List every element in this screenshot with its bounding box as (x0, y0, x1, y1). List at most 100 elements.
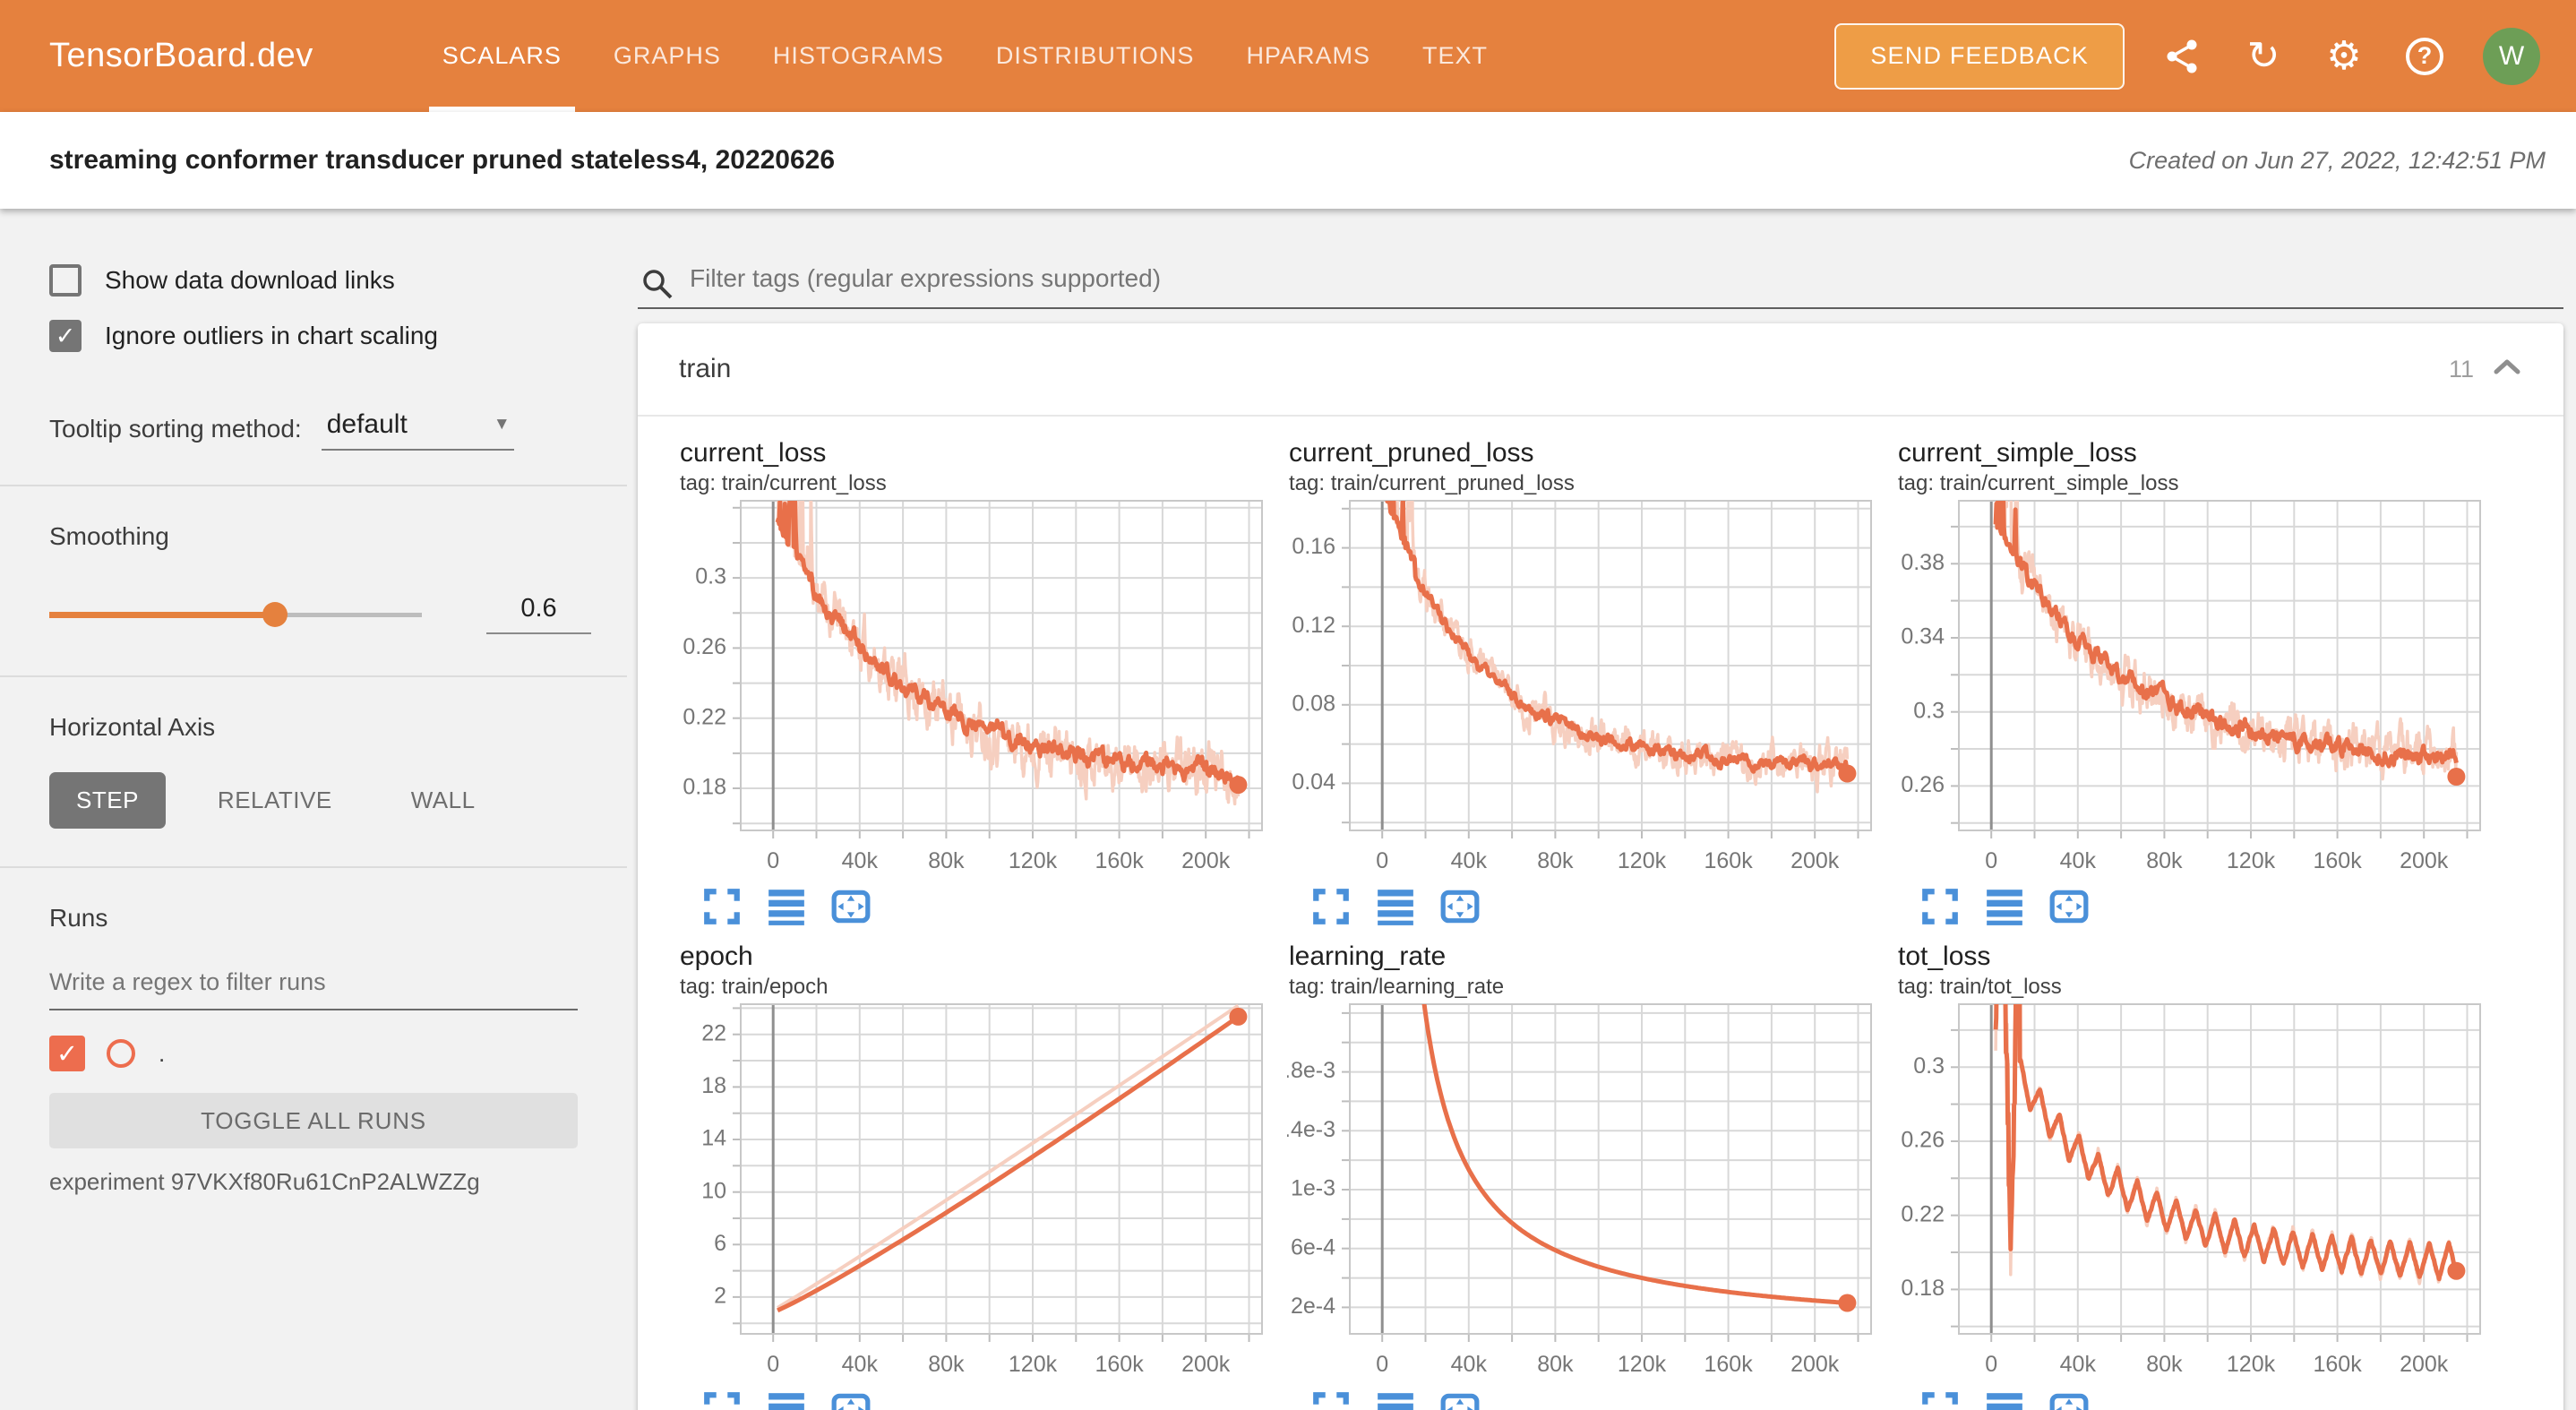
avatar[interactable]: W (2483, 27, 2540, 85)
chart-plot[interactable]: 0.18 0.22 0.26 0.3 0 40k 80k 120k 160k 200k (678, 497, 1269, 878)
chart-plot[interactable]: 2e-4 6e-4 1e-3 1.4e-3 1.8e-3 0 40k 80k 120k 160k 2… (1272, 1001, 1878, 1381)
tooltip-sorting-label: Tooltip sorting method: (49, 415, 302, 443)
chart-title: epoch (680, 941, 753, 971)
svg-text:40k: 40k (2060, 1352, 2097, 1377)
chart-tag: tag: train/current_pruned_loss (1289, 471, 1575, 495)
chart-title: current_loss (680, 438, 827, 468)
chart-plot[interactable]: 0.26 0.3 0.34 0.38 0 40k 80k 120k 160k 200k (1896, 497, 2487, 878)
tooltip-sorting-select[interactable]: default ▼ (321, 409, 514, 451)
svg-text:200k: 200k (1181, 1352, 1231, 1377)
svg-text:80k: 80k (928, 848, 965, 873)
header-actions: SEND FEEDBACK ↻ ⚙ ? W (1834, 22, 2576, 90)
tab-graphs[interactable]: GRAPHS (613, 42, 721, 69)
svg-text:120k: 120k (1618, 848, 1667, 873)
fit-domain-icon[interactable] (1439, 1389, 1481, 1410)
chart-title: current_simple_loss (1898, 438, 2137, 468)
axis-step-button[interactable]: STEP (49, 772, 166, 829)
svg-text:0.16: 0.16 (1292, 534, 1335, 559)
experiment-titlebar: streaming conformer transducer pruned st… (0, 112, 2576, 209)
toggle-all-runs-button[interactable]: TOGGLE ALL RUNS (49, 1093, 578, 1148)
tab-text[interactable]: TEXT (1421, 42, 1488, 69)
help-icon[interactable]: ? (2402, 34, 2447, 79)
fit-domain-icon[interactable] (2048, 886, 2090, 927)
refresh-icon[interactable]: ↻ (2246, 33, 2280, 78)
svg-text:40k: 40k (842, 1352, 879, 1377)
svg-text:1.8e-3: 1.8e-3 (1287, 1058, 1335, 1083)
train-section-header[interactable]: train 11 (638, 323, 2563, 417)
ignore-outliers-checkbox[interactable]: ✓ (49, 320, 82, 352)
flatten-icon[interactable] (766, 1389, 807, 1410)
send-feedback-button[interactable]: SEND FEEDBACK (1834, 22, 2125, 90)
flatten-icon[interactable] (1984, 1389, 2025, 1410)
svg-text:80k: 80k (1537, 1352, 1574, 1377)
chart-tag: tag: train/learning_rate (1289, 975, 1505, 999)
svg-text:120k: 120k (2227, 1352, 2276, 1377)
svg-text:0.18: 0.18 (1901, 1276, 1945, 1301)
svg-text:40k: 40k (1451, 1352, 1488, 1377)
settings-icon[interactable]: ⚙ (2326, 33, 2362, 78)
fit-domain-icon[interactable] (1439, 886, 1481, 927)
axis-relative-button[interactable]: RELATIVE (217, 787, 332, 813)
smoothing-slider[interactable] (49, 601, 423, 627)
svg-text:0: 0 (767, 848, 779, 873)
smoothing-label: Smoothing (49, 522, 169, 550)
tooltip-sorting-row: Tooltip sorting method: default ▼ (49, 409, 591, 451)
smoothing-value-input[interactable]: 0.6 (486, 594, 591, 634)
axis-wall-button[interactable]: WALL (410, 787, 476, 813)
tab-distributions[interactable]: DISTRIBUTIONS (995, 42, 1195, 69)
fit-domain-icon[interactable] (830, 1389, 872, 1410)
experiment-id: experiment 97VKXf80Ru61CnP2ALWZZg (49, 1168, 480, 1195)
app-logo[interactable]: TensorBoard.dev (49, 37, 313, 74)
flatten-icon[interactable] (766, 886, 807, 927)
fullscreen-icon[interactable] (1919, 1389, 1961, 1410)
show-download-links-checkbox[interactable] (49, 264, 82, 297)
svg-text:200k: 200k (2400, 848, 2449, 873)
svg-text:40k: 40k (842, 848, 879, 873)
runs-label: Runs (49, 904, 108, 932)
fullscreen-icon[interactable] (1919, 886, 1961, 927)
sidebar-divider (0, 675, 627, 677)
share-icon[interactable] (2160, 34, 2205, 79)
chart-plot[interactable]: 0.04 0.08 0.12 0.16 0 40k 80k 120k 160k 200k (1287, 497, 1878, 878)
flatten-icon[interactable] (1375, 886, 1416, 927)
run-color-swatch[interactable] (107, 1039, 135, 1068)
tab-hparams[interactable]: HPARAMS (1246, 42, 1370, 69)
svg-text:40k: 40k (1451, 848, 1488, 873)
run-name: . (159, 1039, 166, 1067)
chart-tag: tag: train/tot_loss (1898, 975, 2062, 999)
tag-filter-input[interactable] (690, 264, 2563, 293)
svg-text:18: 18 (701, 1073, 726, 1098)
charts-grid: current_loss tag: train/current_loss 0.18 0… (638, 417, 2563, 1410)
chart-card-current_pruned_loss: current_pruned_loss tag: train/current_pr… (1287, 436, 1896, 927)
collapse-icon[interactable] (2492, 357, 2522, 383)
svg-text:0.22: 0.22 (1901, 1201, 1945, 1226)
chart-toolbar (1896, 886, 2505, 927)
run-checkbox[interactable]: ✓ (49, 1036, 85, 1071)
chart-toolbar (678, 1389, 1287, 1410)
fullscreen-icon[interactable] (701, 1389, 743, 1410)
chart-plot[interactable]: 0.18 0.22 0.26 0.3 0 40k 80k 120k 160k 200k (1896, 1001, 2487, 1381)
fit-domain-icon[interactable] (2048, 1389, 2090, 1410)
tab-scalars[interactable]: SCALARS (416, 0, 588, 112)
flatten-icon[interactable] (1375, 1389, 1416, 1410)
fit-domain-icon[interactable] (830, 886, 872, 927)
svg-text:80k: 80k (2146, 1352, 2183, 1377)
svg-text:160k: 160k (2313, 848, 2362, 873)
fullscreen-icon[interactable] (1310, 886, 1352, 927)
ignore-outliers-row: ✓ Ignore outliers in chart scaling (49, 320, 591, 352)
chart-toolbar (678, 886, 1287, 927)
chart-plot[interactable]: 2 6 10 14 18 22 0 40k 80k 120k 160k 200k (678, 1001, 1269, 1381)
svg-text:2: 2 (714, 1284, 726, 1309)
smoothing-slider-thumb[interactable] (262, 601, 288, 627)
svg-text:120k: 120k (1009, 1352, 1058, 1377)
svg-text:160k: 160k (1095, 848, 1144, 873)
runs-filter-input[interactable] (49, 963, 578, 1010)
nav-tabs: SCALARS GRAPHS HISTOGRAMS DISTRIBUTIONS HPAR… (416, 0, 1514, 112)
fullscreen-icon[interactable] (701, 886, 743, 927)
chart-tag: tag: train/epoch (680, 975, 829, 999)
fullscreen-icon[interactable] (1310, 1389, 1352, 1410)
tab-histograms[interactable]: HISTOGRAMS (772, 42, 944, 69)
ignore-outliers-label: Ignore outliers in chart scaling (105, 322, 438, 349)
flatten-icon[interactable] (1984, 886, 2025, 927)
chart-toolbar (1287, 886, 1896, 927)
